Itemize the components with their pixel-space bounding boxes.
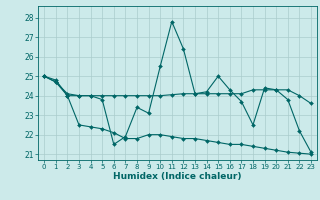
X-axis label: Humidex (Indice chaleur): Humidex (Indice chaleur) [113,172,242,181]
